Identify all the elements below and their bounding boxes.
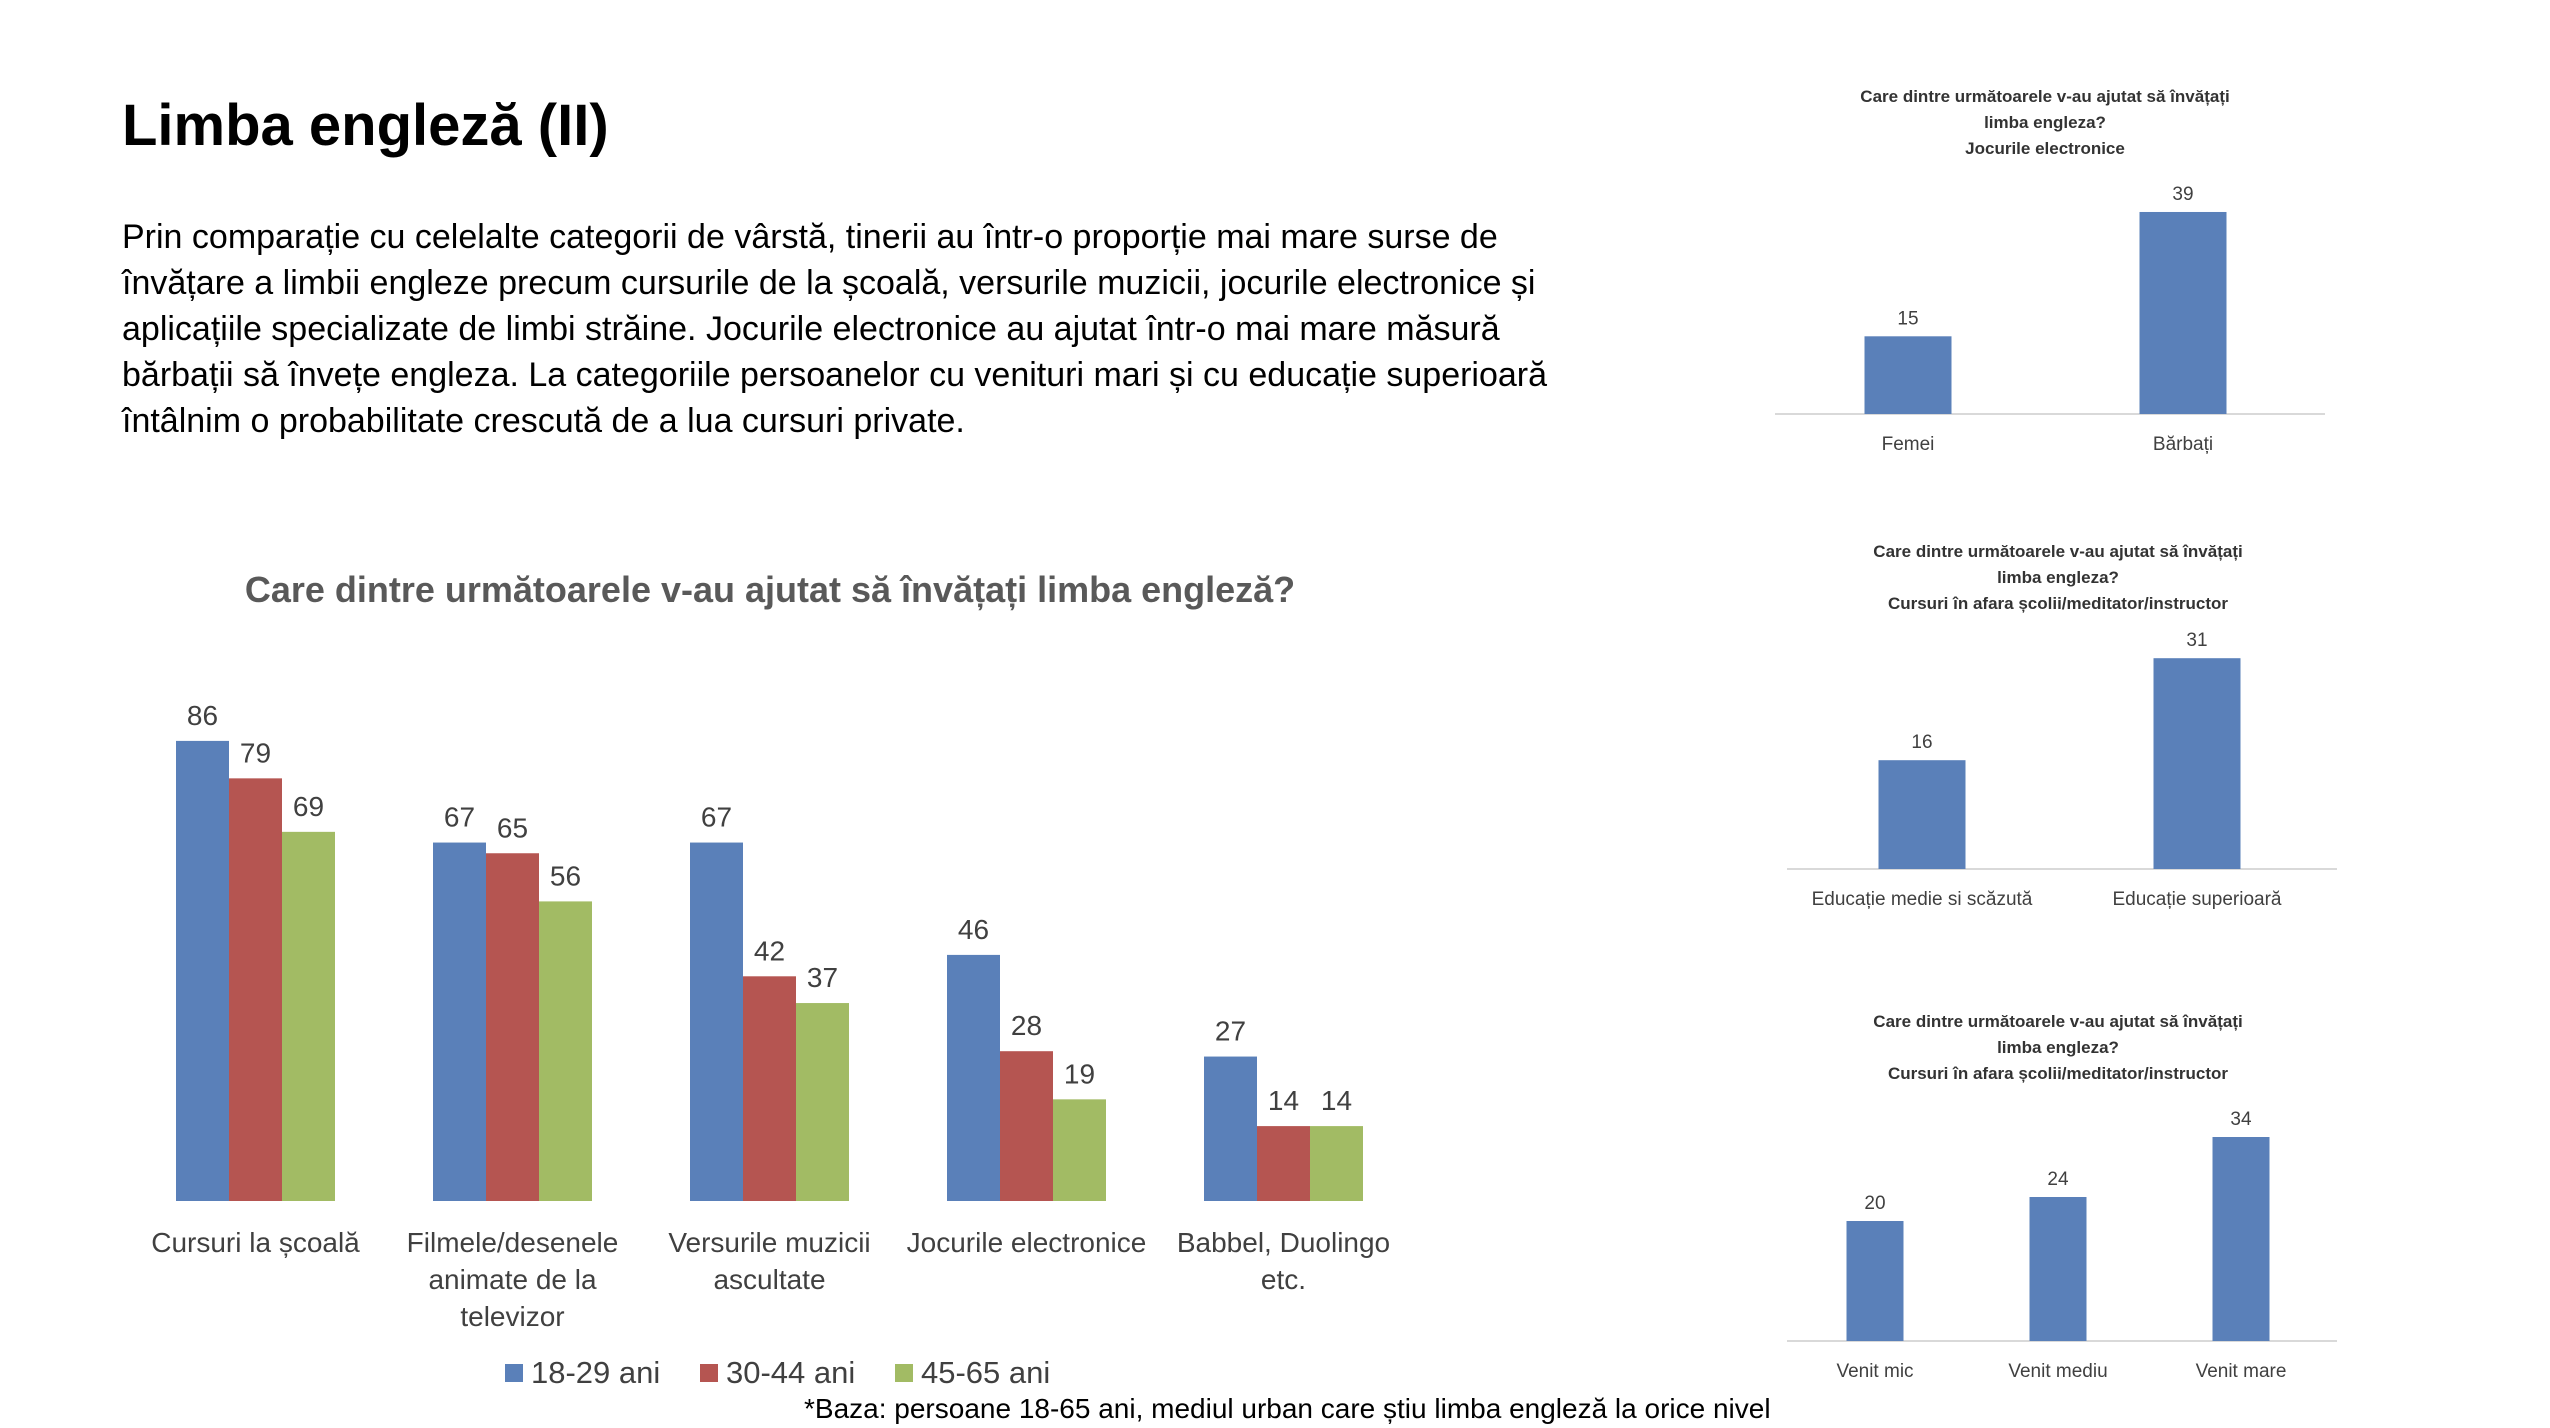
data-label: 14 xyxy=(1321,1085,1352,1116)
data-label: 42 xyxy=(754,935,785,966)
category-label: Venit mic xyxy=(1836,1361,1913,1382)
bar xyxy=(1878,760,1966,869)
data-label: 14 xyxy=(1268,1085,1299,1116)
data-label: 28 xyxy=(1011,1010,1042,1041)
data-label: 56 xyxy=(550,860,581,891)
bar xyxy=(539,901,592,1201)
data-label: 16 xyxy=(1911,732,1932,753)
bar xyxy=(486,853,539,1201)
chart-title: Care dintre următoarele v-au ajutat să î… xyxy=(1873,1012,2242,1031)
chart-title: limba engleza? xyxy=(1997,1038,2119,1057)
bar xyxy=(2212,1137,2270,1341)
category-label: Jocurile electronice xyxy=(907,1227,1147,1258)
bar xyxy=(433,842,486,1201)
bar xyxy=(1310,1126,1363,1201)
data-label: 65 xyxy=(497,812,528,843)
legend-swatch xyxy=(700,1364,718,1382)
data-label: 37 xyxy=(807,962,838,993)
data-label: 24 xyxy=(2047,1169,2069,1190)
legend-label: 30-44 ani xyxy=(726,1355,855,1390)
footnote: *Baza: persoane 18-65 ani, mediul urban … xyxy=(804,1393,1771,1424)
chart-title: Cursuri în afara școlii/meditator/instru… xyxy=(1888,594,2228,613)
bar xyxy=(796,1003,849,1201)
data-label: 46 xyxy=(958,914,989,945)
bar xyxy=(1846,1221,1904,1341)
category-label: Versurile muzicii ascultate xyxy=(668,1227,870,1295)
bar xyxy=(947,954,1000,1201)
category-label: Cursuri la școală xyxy=(151,1227,360,1258)
chart-title: limba engleza? xyxy=(1984,113,2106,132)
bar xyxy=(2029,1197,2087,1341)
category-label: Babbel, Duolingo etc. xyxy=(1177,1227,1390,1295)
category-label: Educație medie si scăzută xyxy=(1812,889,2033,910)
legend-swatch xyxy=(895,1364,913,1382)
data-label: 31 xyxy=(2186,630,2207,651)
legend-label: 18-29 ani xyxy=(531,1355,660,1390)
gender-bar-chart: Care dintre următoarele v-au ajutat să î… xyxy=(1775,87,2325,455)
bar xyxy=(690,842,743,1201)
data-label: 39 xyxy=(2172,184,2193,205)
category-label: Venit mare xyxy=(2196,1361,2287,1382)
bar xyxy=(1000,1051,1053,1201)
bar xyxy=(2153,658,2241,869)
category-label: Femei xyxy=(1882,434,1935,455)
data-label: 20 xyxy=(1864,1193,1885,1214)
bar xyxy=(1864,336,1952,414)
category-label: Bărbați xyxy=(2153,434,2213,455)
data-label: 15 xyxy=(1897,308,1918,329)
category-label: Educație superioară xyxy=(2113,889,2282,910)
chart-title: limba engleza? xyxy=(1997,568,2119,587)
chart-title: Care dintre următoarele v-au ajutat să î… xyxy=(245,569,1295,611)
main-bar-chart: Care dintre următoarele v-au ajutat să î… xyxy=(151,569,1390,1390)
chart-title: Care dintre următoarele v-au ajutat să î… xyxy=(1860,87,2229,106)
bar xyxy=(1053,1099,1106,1201)
chart-title: Care dintre următoarele v-au ajutat să î… xyxy=(1873,542,2242,561)
legend-label: 45-65 ani xyxy=(921,1355,1050,1390)
bar xyxy=(229,778,282,1201)
chart-title: Jocurile electronice xyxy=(1965,139,2125,158)
intro-paragraph: Prin comparație cu celelalte categorii d… xyxy=(122,218,1548,440)
bar xyxy=(282,831,335,1201)
chart-title: Cursuri în afara școlii/meditator/instru… xyxy=(1888,1064,2228,1083)
category-label: Venit mediu xyxy=(2008,1361,2107,1382)
page-title: Limba engleză (II) xyxy=(122,93,609,158)
bar xyxy=(1204,1056,1257,1201)
category-label: Filmele/desenele animate de la televizor xyxy=(407,1227,619,1332)
legend-swatch xyxy=(505,1364,523,1382)
data-label: 69 xyxy=(293,791,324,822)
data-label: 19 xyxy=(1064,1058,1095,1089)
education-bar-chart: Care dintre următoarele v-au ajutat să î… xyxy=(1787,542,2337,910)
data-label: 79 xyxy=(240,737,271,768)
data-label: 86 xyxy=(187,700,218,731)
data-label: 27 xyxy=(1215,1016,1246,1047)
bar xyxy=(2139,211,2227,414)
data-label: 67 xyxy=(701,802,732,833)
bar xyxy=(176,740,229,1201)
data-label: 34 xyxy=(2230,1109,2252,1130)
data-label: 67 xyxy=(444,802,475,833)
bar xyxy=(743,976,796,1201)
bar xyxy=(1257,1126,1310,1201)
